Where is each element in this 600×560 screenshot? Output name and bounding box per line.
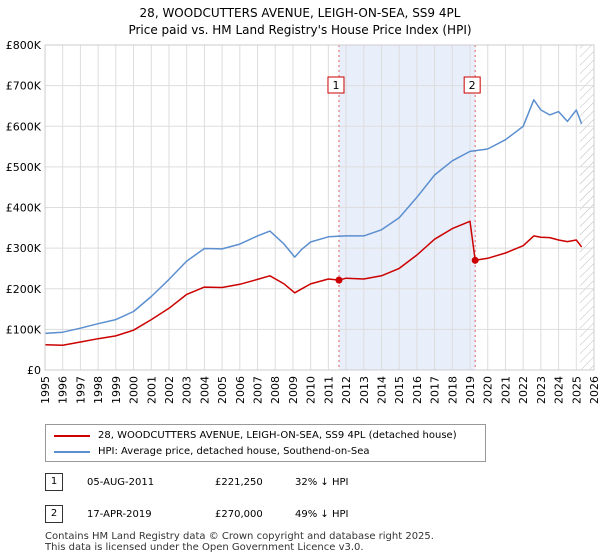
y-tick-label: £700K: [6, 80, 42, 93]
y-tick-label: £0: [27, 364, 41, 377]
transaction-label: 2: [469, 79, 476, 92]
series-line-hpi: [44, 99, 583, 335]
x-tick-label: 2008: [269, 376, 282, 404]
transaction-hpi-diff: 49% ↓ HPI: [295, 509, 349, 520]
x-tick-label: 2021: [499, 376, 512, 404]
transaction-badge: 1: [45, 473, 63, 491]
chart-legend: 28, WOODCUTTERS AVENUE, LEIGH-ON-SEA, SS…: [45, 424, 486, 462]
x-tick-label: 2017: [429, 376, 442, 404]
chart-title: 28, WOODCUTTERS AVENUE, LEIGH-ON-SEA, SS…: [139, 6, 461, 20]
legend-label-hpi: HPI: Average price, detached house, Sout…: [98, 446, 370, 457]
y-tick-label: £300K: [6, 242, 42, 255]
x-tick-label: 2019: [464, 376, 477, 404]
x-tick-label: 1999: [110, 376, 123, 404]
transaction-price: £270,000: [215, 509, 263, 520]
x-tick-label: 2016: [411, 376, 424, 404]
footer-copyright: Contains HM Land Registry data © Crown c…: [45, 531, 434, 542]
x-tick-label: 2015: [393, 376, 406, 404]
transaction-point: [471, 256, 479, 264]
x-tick-label: 2022: [517, 376, 530, 404]
legend-swatch-hpi: [54, 451, 90, 453]
y-tick-label: £200K: [6, 283, 42, 296]
transaction-row: 1 05-AUG-2011 £221,250 32% ↓ HPI: [45, 473, 465, 493]
price-chart: 1 2 £0 £100K £200K £300K £400K £500K £600K £700K £…: [6, 39, 600, 404]
x-tick-label: 1997: [74, 376, 87, 404]
x-tick-label: 2006: [234, 376, 247, 404]
transaction-price: £221,250: [215, 477, 263, 488]
transaction-label: 1: [332, 79, 339, 92]
legend-swatch-property: [54, 435, 90, 437]
plot-frame: [44, 44, 595, 371]
x-tick-label: 2003: [181, 376, 194, 404]
x-tick-label: 2000: [128, 376, 141, 404]
x-tick-label: 2001: [145, 376, 158, 404]
transaction-badge: 2: [45, 505, 63, 523]
x-tick-label: 1996: [57, 376, 70, 404]
transaction-label-box: [327, 76, 345, 94]
transaction-date: 17-APR-2019: [87, 509, 152, 520]
x-tick-label: 2023: [535, 376, 548, 404]
x-tick-label: 2010: [305, 376, 318, 404]
transaction-point: [335, 276, 343, 284]
x-tick-label: 2011: [322, 376, 335, 404]
legend-item-property: 28, WOODCUTTERS AVENUE, LEIGH-ON-SEA, SS…: [54, 428, 457, 444]
x-tick-label: 2009: [287, 376, 300, 404]
x-tick-label: 2014: [375, 376, 388, 404]
chart-subtitle: Price paid vs. HM Land Registry's House …: [128, 23, 472, 37]
x-tick-label: 2007: [252, 376, 265, 404]
legend-item-hpi: HPI: Average price, detached house, Sout…: [54, 444, 370, 460]
x-tick-label: 2012: [340, 376, 353, 404]
transaction-hpi-diff: 32% ↓ HPI: [295, 477, 349, 488]
x-tick-label: 1995: [39, 376, 52, 404]
x-tick-label: 2013: [358, 376, 371, 404]
x-tick-label: 2002: [163, 376, 176, 404]
y-tick-label: £400K: [6, 202, 42, 215]
x-tick-label: 1998: [92, 376, 105, 404]
y-tick-label: £100K: [6, 323, 42, 336]
x-tick-label: 2018: [446, 376, 459, 404]
x-tick-label: 2026: [588, 376, 600, 404]
transaction-row: 2 17-APR-2019 £270,000 49% ↓ HPI: [45, 505, 465, 525]
x-tick-label: 2025: [570, 376, 583, 404]
transaction-date: 05-AUG-2011: [87, 477, 155, 488]
y-tick-label: £800K: [6, 39, 42, 52]
y-tick-label: £500K: [6, 161, 42, 174]
y-tick-label: £600K: [6, 120, 42, 133]
x-tick-label: 2004: [198, 376, 211, 404]
x-tick-label: 2024: [553, 376, 566, 404]
transaction-label-box: [463, 76, 481, 94]
legend-label-property: 28, WOODCUTTERS AVENUE, LEIGH-ON-SEA, SS…: [98, 430, 457, 441]
footer-licence: This data is licensed under the Open Gov…: [45, 542, 364, 553]
x-tick-label: 2005: [216, 376, 229, 404]
x-tick-label: 2020: [482, 376, 495, 404]
